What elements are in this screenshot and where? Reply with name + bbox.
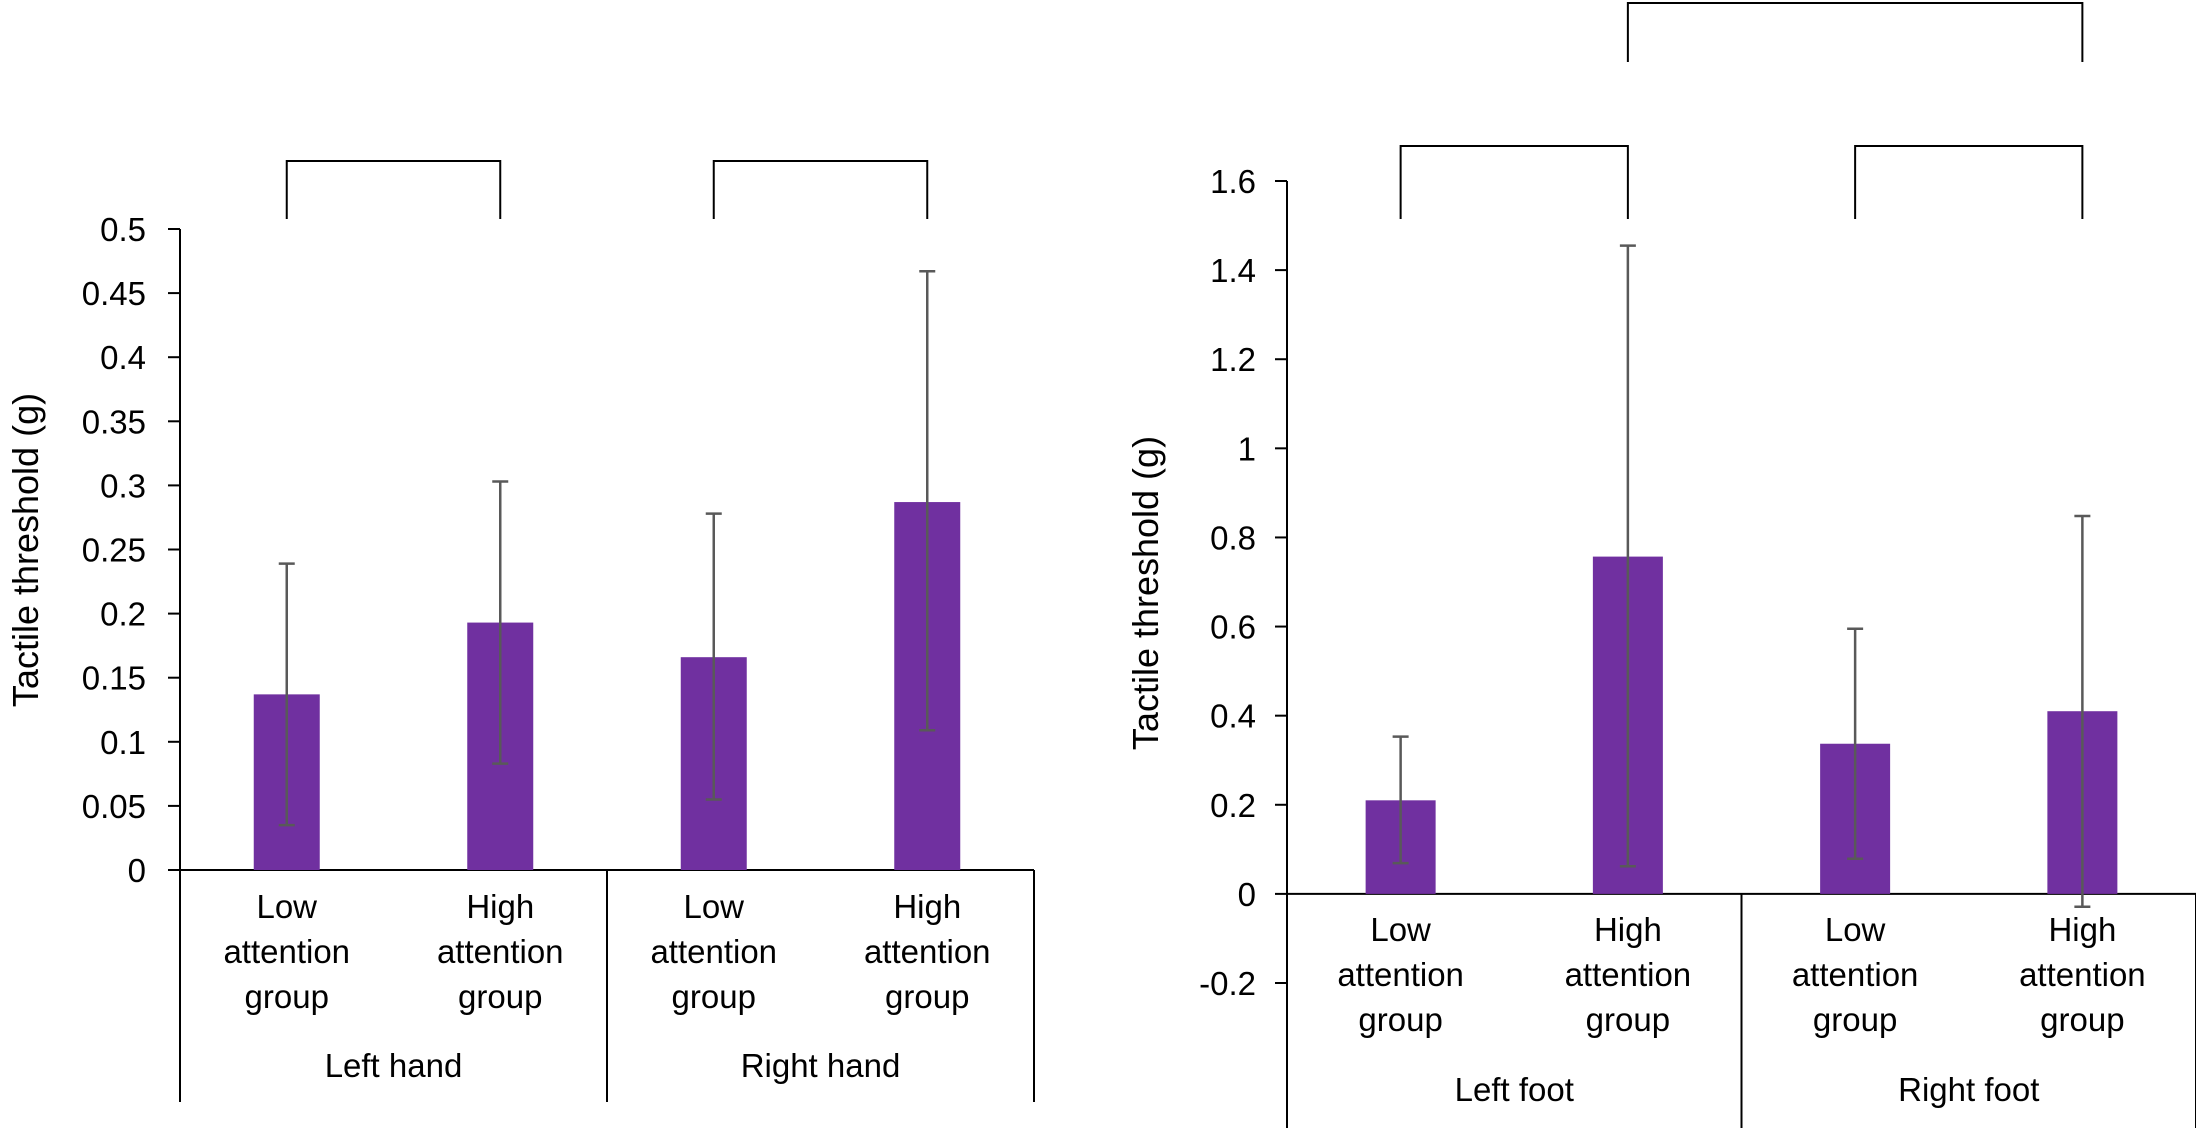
y-axis-title: Tactile threshold (g) — [1125, 436, 1166, 750]
y-tick-label: 0.4 — [1210, 698, 1256, 735]
right-chart-feet: -0.2 0 0.2 0.4 0.6 0.8 1 1.2 1.4 1.6 Tactile thres… — [1125, 2, 2196, 1128]
category-label: Low — [1370, 911, 1431, 948]
y-tick-label: 0.2 — [100, 596, 146, 633]
category-label: group — [672, 978, 756, 1015]
category-label: group — [245, 978, 329, 1015]
y-tick-label: 0.5 — [100, 211, 146, 248]
category-label: group — [2040, 1001, 2124, 1038]
y-tick-label: 1 — [1238, 430, 1256, 467]
category-label: Low — [683, 888, 744, 925]
category-label: attention — [223, 933, 350, 970]
y-tick-label: 1.6 — [1210, 163, 1256, 200]
category-label: group — [458, 978, 542, 1015]
category-label: attention — [650, 933, 777, 970]
category-label: attention — [437, 933, 564, 970]
significance-bracket — [1399, 145, 1629, 219]
group-label: Right foot — [1898, 1071, 2039, 1108]
left-chart-hands: 0 0.05 0.1 0.15 0.2 0.25 0.3 0.35 0.4 0.45 0.5 Tact… — [5, 160, 1035, 1102]
y-tick-label: 0 — [1238, 876, 1256, 913]
category-label: attention — [1337, 956, 1464, 993]
significance-bracket — [1854, 145, 2084, 219]
y-tick-label: 0.3 — [100, 467, 146, 504]
y-tick-label: 0.2 — [1210, 787, 1256, 824]
category-label: attention — [1565, 956, 1692, 993]
category-label: group — [885, 978, 969, 1015]
y-tick-label: 0 — [128, 852, 146, 889]
y-tick-label: -0.2 — [1199, 965, 1256, 1002]
y-tick-label: 0.6 — [1210, 609, 1256, 646]
y-axis-title: Tactile threshold (g) — [5, 393, 46, 707]
y-tick-label: 0.25 — [82, 532, 146, 569]
y-tick-label: 0.15 — [82, 660, 146, 697]
significance-bracket — [712, 160, 929, 219]
y-tick-label: 0.05 — [82, 788, 146, 825]
y-tick-label: 0.4 — [100, 339, 146, 376]
category-label: attention — [1792, 956, 1919, 993]
category-label: High — [893, 888, 961, 925]
y-tick-label: 0.35 — [82, 403, 146, 440]
significance-bracket — [1626, 2, 2084, 62]
category-label: attention — [2019, 956, 2146, 993]
y-tick-label: 1.2 — [1210, 341, 1256, 378]
y-tick-label: 1.4 — [1210, 252, 1256, 289]
category-label: High — [2048, 911, 2116, 948]
category-label: Low — [256, 888, 317, 925]
category-label: group — [1586, 1001, 1670, 1038]
group-label: Left foot — [1455, 1071, 1574, 1108]
group-label: Right hand — [741, 1047, 901, 1084]
category-label: group — [1813, 1001, 1897, 1038]
y-tick-label: 0.1 — [100, 724, 146, 761]
category-label: attention — [864, 933, 991, 970]
category-label: Low — [1825, 911, 1886, 948]
group-label: Left hand — [325, 1047, 463, 1084]
category-label: group — [1358, 1001, 1442, 1038]
category-label: High — [466, 888, 534, 925]
category-label: High — [1594, 911, 1662, 948]
significance-bracket — [285, 160, 502, 219]
y-tick-label: 0.8 — [1210, 519, 1256, 556]
y-tick-label: 0.45 — [82, 275, 146, 312]
